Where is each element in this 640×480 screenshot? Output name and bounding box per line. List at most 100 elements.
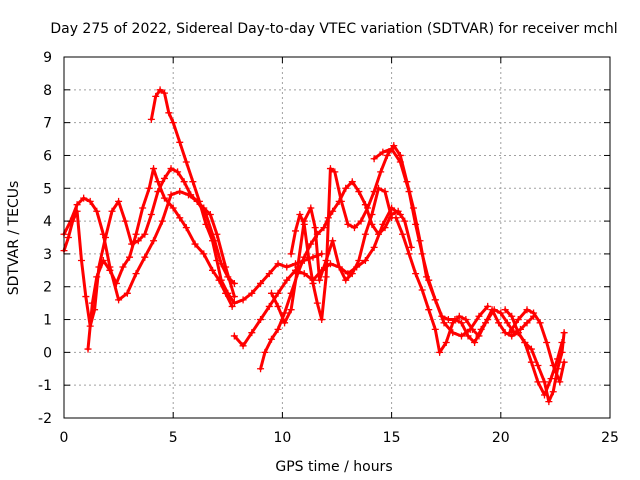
data-point-marker <box>381 224 389 232</box>
data-point-marker <box>401 217 409 225</box>
data-point-marker <box>468 325 476 333</box>
data-point-marker <box>283 276 291 284</box>
data-point-marker <box>379 148 387 156</box>
series-trace-line <box>289 144 490 338</box>
data-point-marker <box>521 339 529 347</box>
data-point-marker <box>257 316 265 324</box>
data-point-marker <box>418 286 426 294</box>
data-point-marker <box>93 207 101 215</box>
series-trace-line <box>372 147 536 344</box>
data-point-marker <box>115 197 123 205</box>
data-point-marker <box>311 224 319 232</box>
series-trace-line <box>270 186 394 325</box>
x-tick-label: 10 <box>273 430 291 446</box>
data-point-marker <box>436 348 444 356</box>
data-point-marker <box>287 250 295 258</box>
y-tick-label: -2 <box>38 411 52 427</box>
data-series-trace-4 <box>147 86 326 307</box>
data-point-marker <box>503 319 511 327</box>
data-point-marker <box>187 191 195 199</box>
data-point-marker <box>431 325 439 333</box>
data-point-marker <box>134 237 142 245</box>
data-point-marker <box>86 197 94 205</box>
data-point-marker <box>93 273 101 281</box>
data-point-marker <box>497 309 505 317</box>
data-point-marker <box>206 211 214 219</box>
data-point-marker <box>73 201 81 209</box>
data-point-marker <box>320 224 328 232</box>
data-point-marker <box>370 188 378 196</box>
data-point-marker <box>556 378 564 386</box>
data-point-marker <box>484 302 492 310</box>
data-point-marker <box>482 319 490 327</box>
data-point-marker <box>307 240 315 248</box>
data-point-marker <box>294 263 302 271</box>
data-point-marker <box>405 250 413 258</box>
data-point-marker <box>150 237 158 245</box>
y-tick-label: 3 <box>43 247 52 263</box>
y-tick-label: 8 <box>43 83 52 99</box>
data-point-marker <box>182 158 190 166</box>
data-point-marker <box>547 375 555 383</box>
data-point-marker <box>160 174 168 182</box>
data-point-marker <box>506 329 514 337</box>
data-point-marker <box>316 276 324 284</box>
data-point-marker <box>560 358 568 366</box>
data-point-marker <box>189 178 197 186</box>
data-point-marker <box>176 188 184 196</box>
data-point-marker <box>440 319 448 327</box>
data-point-marker <box>209 237 217 245</box>
data-point-marker <box>523 319 531 327</box>
data-point-marker <box>112 279 120 287</box>
data-point-marker <box>355 188 363 196</box>
data-point-marker <box>377 168 385 176</box>
data-point-marker <box>292 227 300 235</box>
data-point-marker <box>156 86 164 94</box>
data-point-marker <box>329 207 337 215</box>
x-tick-label: 0 <box>60 430 69 446</box>
data-point-marker <box>543 339 551 347</box>
data-point-marker <box>374 230 382 238</box>
series-trace-line <box>232 206 402 348</box>
data-point-marker <box>396 151 404 159</box>
data-point-marker <box>342 276 350 284</box>
data-series-trace-8 <box>287 142 492 340</box>
y-tick-label: 1 <box>43 313 52 329</box>
data-point-marker <box>139 204 147 212</box>
data-point-marker <box>106 266 114 274</box>
data-point-marker <box>383 151 391 159</box>
data-point-marker <box>540 378 548 386</box>
data-point-marker <box>455 312 463 320</box>
data-point-marker <box>305 253 313 261</box>
data-point-marker <box>147 211 155 219</box>
chart-title: Day 275 of 2022, Sidereal Day-to-day VTE… <box>50 21 617 37</box>
data-point-marker <box>99 256 107 264</box>
data-point-marker <box>534 378 542 386</box>
data-point-marker <box>527 358 535 366</box>
data-point-marker <box>217 276 225 284</box>
data-point-marker <box>267 289 275 297</box>
data-point-marker <box>180 178 188 186</box>
data-point-marker <box>176 138 184 146</box>
data-series-trace-1 <box>60 188 238 304</box>
data-point-marker <box>396 158 404 166</box>
data-series-trace-9 <box>370 145 538 347</box>
data-point-marker <box>257 279 265 287</box>
data-point-marker <box>108 207 116 215</box>
data-point-marker <box>123 289 131 297</box>
data-series-trace-7 <box>267 184 396 327</box>
data-point-marker <box>182 224 190 232</box>
data-point-marker <box>357 217 365 225</box>
y-axis-label: SDTVAR / TECUs <box>6 181 22 296</box>
x-tick-label: 5 <box>169 430 178 446</box>
data-point-marker <box>545 398 553 406</box>
data-point-marker <box>239 342 247 350</box>
data-point-marker <box>381 188 389 196</box>
data-point-marker <box>154 178 162 186</box>
data-point-marker <box>337 197 345 205</box>
data-point-marker <box>167 165 175 173</box>
data-point-marker <box>523 306 531 314</box>
data-point-marker <box>119 263 127 271</box>
y-tick-label: -1 <box>38 378 52 394</box>
